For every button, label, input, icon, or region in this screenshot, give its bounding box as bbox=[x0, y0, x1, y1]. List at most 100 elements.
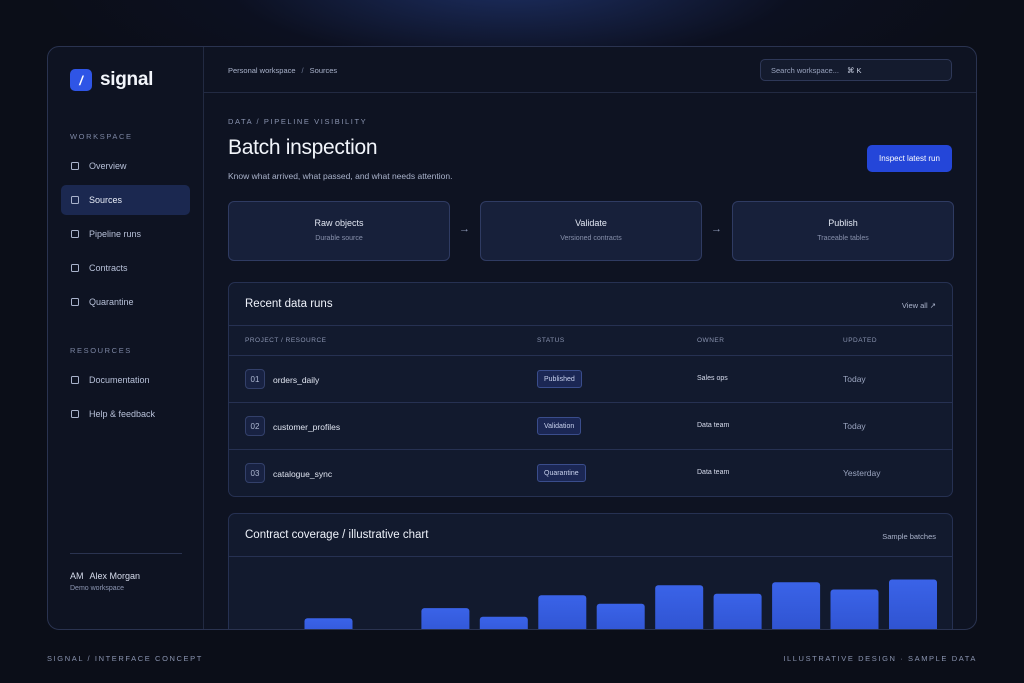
table-header: PROJECT / RESOURCE STATUS OWNER UPDATED bbox=[229, 326, 952, 356]
sidebar-item-contracts[interactable]: Contracts bbox=[61, 253, 190, 283]
pipeline-stage-validate[interactable]: Validate Versioned contracts bbox=[480, 201, 702, 261]
card-title: Contract coverage / illustrative chart bbox=[245, 529, 429, 541]
search-shortcut: ⌘ K bbox=[846, 65, 862, 75]
stage-subtitle: Versioned contracts bbox=[560, 235, 622, 242]
search-placeholder: Search workspace... bbox=[771, 65, 839, 75]
updated: Yesterday bbox=[843, 468, 881, 478]
table-row[interactable]: 03 catalogue_sync Quarantine Data team Y… bbox=[229, 450, 952, 496]
chart-bar bbox=[655, 585, 704, 629]
page-title: Batch inspection bbox=[228, 136, 378, 159]
pipeline-stage-raw-objects[interactable]: Raw objects Durable source bbox=[228, 201, 450, 261]
updated: Today bbox=[843, 421, 866, 431]
user-name: Alex Morgan bbox=[89, 571, 141, 581]
sample-batches-label: Sample batches bbox=[882, 532, 936, 541]
card-header: Recent data runs View all ↗ bbox=[229, 283, 952, 326]
workspace-section-label: WORKSPACE bbox=[70, 132, 133, 141]
owner: Data team bbox=[697, 469, 730, 476]
user-workspace: Demo workspace bbox=[70, 585, 125, 592]
updated: Today bbox=[843, 374, 866, 384]
sidebar-item-help[interactable]: Help & feedback bbox=[61, 399, 190, 429]
footer-right: ILLUSTRATIVE DESIGN · SAMPLE DATA bbox=[783, 654, 977, 663]
main-content: Personal workspace / Sources Search worksp… bbox=[204, 47, 976, 629]
status-badge: Published bbox=[537, 370, 582, 388]
sidebar-item-overview[interactable]: Overview bbox=[61, 151, 190, 181]
sidebar-item-label: Overview bbox=[89, 161, 127, 171]
search-input[interactable]: Search workspace... ⌘ K bbox=[760, 59, 952, 81]
breadcrumb-separator: / bbox=[301, 66, 304, 75]
sidebar-item-documentation[interactable]: Documentation bbox=[61, 365, 190, 395]
column-header-resource: PROJECT / RESOURCE bbox=[245, 337, 327, 344]
sidebar-item-label: Quarantine bbox=[89, 297, 134, 307]
stage-title: Publish bbox=[828, 218, 858, 228]
stage-title: Validate bbox=[575, 218, 607, 228]
breadcrumb-item-workspace[interactable]: Personal workspace bbox=[228, 66, 296, 75]
coverage-bar-chart bbox=[304, 579, 937, 629]
arrow-right-icon: → bbox=[459, 223, 470, 235]
resource-name: catalogue_sync bbox=[273, 469, 333, 479]
chart-bar bbox=[596, 603, 645, 629]
row-index: 01 bbox=[245, 369, 265, 389]
column-header-updated: UPDATED bbox=[843, 337, 878, 344]
chart-bar bbox=[830, 589, 879, 629]
chart-bar bbox=[772, 582, 821, 629]
status-badge: Validation bbox=[537, 417, 582, 435]
coverage-chart-card: Contract coverage / illustrative chart S… bbox=[228, 513, 953, 629]
user-initials: AM bbox=[70, 571, 84, 581]
sidebar: / signal WORKSPACE Overview Sources Pipe… bbox=[48, 47, 204, 629]
column-header-owner: OWNER bbox=[697, 337, 725, 344]
row-index: 03 bbox=[245, 463, 265, 483]
app-window: / signal WORKSPACE Overview Sources Pipe… bbox=[47, 46, 977, 630]
square-icon bbox=[71, 298, 79, 306]
sidebar-item-pipeline-runs[interactable]: Pipeline runs bbox=[61, 219, 190, 249]
sidebar-item-quarantine[interactable]: Quarantine bbox=[61, 287, 190, 317]
resources-section-label: RESOURCES bbox=[70, 346, 132, 355]
square-icon bbox=[71, 376, 79, 384]
footer-left: SIGNAL / INTERFACE CONCEPT bbox=[47, 654, 203, 663]
breadcrumb: Personal workspace / Sources bbox=[228, 66, 337, 75]
brand-name: signal bbox=[100, 69, 154, 90]
topbar: Personal workspace / Sources Search worksp… bbox=[204, 47, 976, 93]
chart-bar bbox=[421, 608, 470, 629]
square-icon bbox=[71, 196, 79, 204]
table-row[interactable]: 01 orders_daily Published Sales ops Toda… bbox=[229, 356, 952, 403]
recent-runs-card: Recent data runs View all ↗ PROJECT / RE… bbox=[228, 282, 953, 497]
logo-mark-icon: / bbox=[70, 69, 92, 91]
sidebar-item-label: Documentation bbox=[89, 375, 150, 385]
inspect-latest-run-button[interactable]: Inspect latest run bbox=[867, 145, 952, 172]
column-header-status: STATUS bbox=[537, 337, 565, 344]
table-row[interactable]: 02 customer_profiles Validation Data tea… bbox=[229, 403, 952, 450]
sidebar-item-label: Help & feedback bbox=[89, 409, 156, 419]
sidebar-item-sources[interactable]: Sources bbox=[61, 185, 190, 215]
resource-name: orders_daily bbox=[273, 375, 320, 385]
sidebar-item-label: Pipeline runs bbox=[89, 229, 142, 239]
square-icon bbox=[71, 162, 79, 170]
chart-bar bbox=[538, 595, 587, 629]
page-eyebrow: DATA / PIPELINE VISIBILITY bbox=[228, 117, 368, 126]
sidebar-divider bbox=[70, 553, 182, 554]
square-icon bbox=[71, 230, 79, 238]
chart-bar bbox=[889, 579, 937, 629]
card-title: Recent data runs bbox=[245, 298, 333, 310]
logo[interactable]: / signal bbox=[70, 69, 153, 91]
page-subtitle: Know what arrived, what passed, and what… bbox=[228, 171, 453, 181]
stage-subtitle: Traceable tables bbox=[817, 235, 869, 242]
owner: Sales ops bbox=[697, 375, 728, 382]
status-badge: Quarantine bbox=[537, 464, 586, 482]
chart-bar bbox=[479, 616, 528, 629]
row-index: 02 bbox=[245, 416, 265, 436]
sidebar-item-label: Contracts bbox=[89, 263, 128, 273]
chart-bar bbox=[713, 593, 762, 629]
square-icon bbox=[71, 264, 79, 272]
arrow-right-icon: → bbox=[711, 223, 722, 235]
pipeline-stage-publish[interactable]: Publish Traceable tables bbox=[732, 201, 954, 261]
view-all-link[interactable]: View all ↗ bbox=[901, 301, 936, 310]
owner: Data team bbox=[697, 422, 730, 429]
sidebar-item-label: Sources bbox=[89, 195, 123, 205]
user-profile[interactable]: AM Alex Morgan Demo workspace bbox=[70, 571, 140, 592]
stage-title: Raw objects bbox=[314, 218, 364, 228]
stage-subtitle: Durable source bbox=[315, 235, 363, 242]
square-icon bbox=[71, 410, 79, 418]
breadcrumb-item-sources[interactable]: Sources bbox=[309, 66, 338, 75]
chart-bar bbox=[304, 618, 353, 629]
resource-name: customer_profiles bbox=[273, 422, 341, 432]
